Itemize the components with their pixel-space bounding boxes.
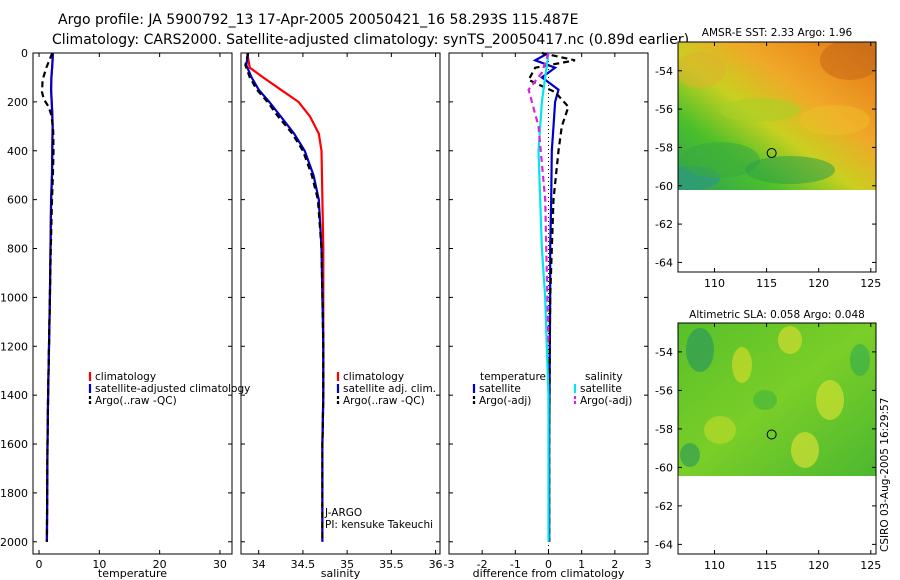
depth-ytick-label: 2000: [0, 536, 28, 549]
temperature-xtick-label: 10: [92, 558, 106, 571]
sst-map-xtick-label: 120: [808, 277, 829, 290]
salinity-annotation: PI: kensuke Takeuchi: [325, 519, 433, 531]
sla-map-ytick-label: -58: [655, 423, 673, 436]
sla-map-ytick-label: -54: [655, 346, 673, 359]
sst-map-ytick-label: -58: [655, 141, 673, 154]
depth-ytick-label: 1800: [0, 487, 28, 500]
sla-map-xtick-label: 110: [704, 559, 725, 572]
temperature-xlabel: temperature: [98, 567, 167, 580]
legend-entry: Argo(..raw -QC): [95, 395, 177, 407]
depth-ytick-label: 1200: [0, 340, 28, 353]
difference-series-salinity-argo-adj-: [527, 52, 550, 347]
difference-xtick-label: 2: [611, 558, 618, 571]
difference-xtick-label: -2: [477, 558, 488, 571]
temperature-axes-frame: [32, 52, 233, 555]
difference-xtick-label: 1: [578, 558, 585, 571]
sla-map-title: Altimetric SLA: 0.058 Argo: 0.048: [689, 309, 865, 321]
salinity-xlabel: salinity: [321, 567, 361, 580]
footer-stamp: CSIRO 03-Aug-2005 16:29:57: [879, 398, 891, 552]
salinity-series-argo-raw-qc-: [244, 52, 325, 542]
sst-map-ytick-label: -64: [655, 256, 673, 269]
temperature-series-satellite-adjusted-climatology: [45, 52, 54, 542]
legend-entry: Argo(-adj): [580, 395, 632, 407]
salinity-panel: 34 34.5 35 35.5 36 salinity: [240, 52, 443, 580]
depth-ytick-label: 1000: [0, 291, 28, 304]
legend-entry: satellite-adjusted climatology: [95, 383, 250, 395]
salinity-xtick-label: 34.5: [291, 558, 316, 571]
depth-ytick-label: 800: [7, 243, 28, 256]
sst-map-title: AMSR-E SST: 2.33 Argo: 1.96: [702, 27, 853, 39]
difference-panel: -3 -2 -1 0 1 2 3 difference from climatology: [444, 51, 652, 580]
difference-xlabel: difference from climatology: [473, 567, 625, 580]
difference-xtick-label: -3: [444, 558, 455, 571]
legend-entry: Argo(..raw -QC): [343, 395, 425, 407]
difference-series-salinity-satellite: [537, 52, 550, 542]
salinity-xtick-label: 36: [429, 558, 443, 571]
salinity-series-satellite-adj-clim-: [245, 52, 325, 542]
sla-map-ytick-label: -62: [655, 500, 673, 513]
sst-map-ytick-label: -56: [655, 103, 673, 116]
sst-map-xtick-label: 115: [756, 277, 777, 290]
difference-series-temperature-argo-adj-: [527, 51, 576, 542]
depth-ytick-label: 400: [7, 145, 28, 158]
sla-map-xtick-label: 115: [756, 559, 777, 572]
profile-panels: 0 10 20 30020040060080010001200140016001800…: [0, 47, 652, 580]
salinity-xtick-label: 35.5: [379, 558, 404, 571]
difference-xtick-label: 0: [545, 558, 552, 571]
sla-map-xtick-label: 125: [860, 559, 881, 572]
sst-map-frame: [677, 41, 877, 273]
sst-map-xtick-label: 125: [860, 277, 881, 290]
legend-entry: satellite adj. clim.: [343, 383, 436, 395]
legend-entry: climatology: [95, 371, 156, 383]
depth-ytick-label: 200: [7, 96, 28, 109]
depth-ytick-label: 1400: [0, 389, 28, 402]
sst-heatmap: [678, 42, 876, 190]
sla-argo-location-marker: [766, 429, 777, 440]
sst-map-ytick-label: -62: [655, 218, 673, 231]
sst-argo-location-marker: [766, 148, 777, 159]
sla-map-ytick-label: -56: [655, 384, 673, 397]
difference-xtick-label: -1: [510, 558, 521, 571]
salinity-annotation: J-ARGO: [324, 507, 362, 519]
sst-map-panel: AMSR-E SST: 2.33 Argo: 1.96 110 115 120 125…: [655, 27, 881, 290]
depth-ytick-label: 0: [21, 47, 28, 60]
temperature-series-argo-raw-qc-: [40, 52, 55, 542]
salinity-axes-frame: [240, 52, 441, 555]
legend-entry: Argo(-adj): [479, 395, 531, 407]
legend-entry: satellite: [580, 383, 622, 395]
sla-map-xtick-label: 120: [808, 559, 829, 572]
salinity-xtick-label: 35: [340, 558, 354, 571]
temperature-xtick-label: 0: [36, 558, 43, 571]
sla-map-panel: Altimetric SLA: 0.058 Argo: 0.048 110 115…: [655, 309, 881, 572]
figure-title-line2: Climatology: CARS2000. Satellite-adjuste…: [52, 32, 689, 48]
sst-map-ytick-label: -60: [655, 180, 673, 193]
depth-ytick-label: 1600: [0, 438, 28, 451]
legend-entry: satellite: [479, 383, 521, 395]
legend-heading-salinity: salinity: [585, 371, 623, 383]
sla-heatmap: [678, 323, 876, 476]
temperature-panel: 0 10 20 30 0 200 400 600 800 1000 1200 1400 1600 1800…: [0, 47, 233, 580]
legend-entry: climatology: [343, 371, 404, 383]
sst-map-xtick-label: 110: [704, 277, 725, 290]
legend-heading-temperature: temperature: [480, 371, 546, 383]
sla-map-ytick-label: -60: [655, 461, 673, 474]
sla-map-ytick-label: -64: [655, 538, 673, 551]
sst-map-ytick-label: -54: [655, 65, 673, 78]
difference-xtick-label: 3: [645, 558, 652, 571]
figure-title-line1: Argo profile: JA 5900792_13 17-Apr-2005 …: [58, 12, 579, 28]
sla-map-frame: [677, 322, 877, 555]
temperature-xtick-label: 20: [153, 558, 167, 571]
salinity-xtick-label: 34: [252, 558, 266, 571]
depth-ytick-label: 600: [7, 194, 28, 207]
temperature-xtick-label: 30: [213, 558, 227, 571]
